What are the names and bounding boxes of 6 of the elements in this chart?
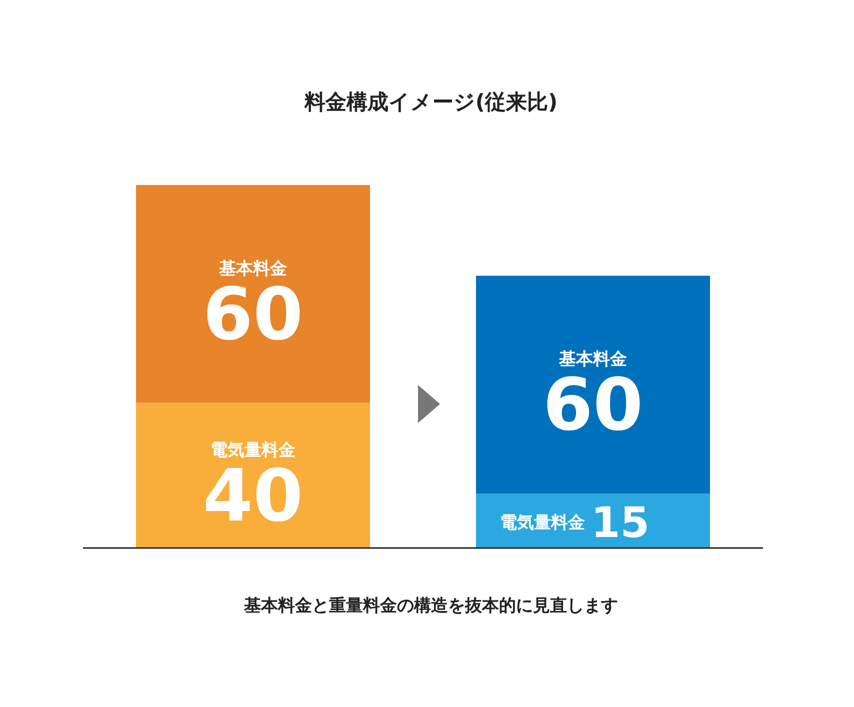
- text: 基本料金と重量料金の構造を抜本的に見直します: [243, 595, 619, 617]
- bar: [476, 276, 710, 494]
- series-label: 電気量料金: [500, 512, 585, 533]
- data-label: 15: [591, 498, 650, 547]
- bar: [136, 185, 370, 403]
- chart-title: 料金構成イメージ(従来比): [303, 89, 559, 116]
